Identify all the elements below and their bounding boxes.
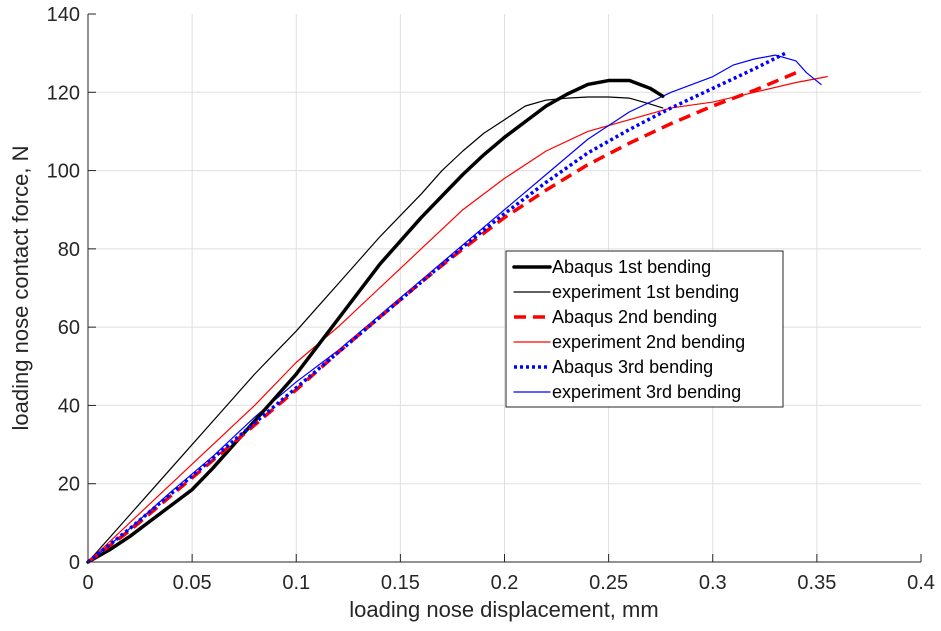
y-tick-label: 60	[58, 317, 80, 339]
legend-label: experiment 2nd bending	[552, 332, 745, 352]
x-tick-label: 0.15	[381, 572, 420, 594]
tick-labels: 0 0.05 0.1 0.15 0.2 0.25 0.3 0.35 0.4 0 20 40 60 80 10…	[47, 4, 935, 594]
series-line-2	[87, 96, 664, 563]
y-tick-label: 0	[69, 552, 80, 574]
series-line-5	[86, 51, 787, 564]
y-tick-label: 100	[47, 161, 80, 183]
legend-box	[505, 250, 784, 408]
x-tick-label: 0.3	[699, 572, 727, 594]
y-tick-label: 140	[47, 4, 80, 26]
y-tick-label: 80	[58, 239, 80, 261]
series-line-4	[87, 76, 828, 563]
x-axis-label: loading nose displacement, mm	[349, 597, 658, 622]
x-tick-label: 0.2	[491, 572, 519, 594]
grid	[88, 14, 921, 562]
x-tick-label: 0.05	[173, 572, 212, 594]
series-layer	[86, 51, 828, 564]
y-tick-label: 120	[47, 82, 80, 104]
y-axis-label: loading nose contact force, N	[8, 146, 33, 431]
series-line-1	[86, 78, 665, 564]
legend-label: Abaqus 2nd bending	[552, 307, 717, 327]
axes	[87, 13, 922, 563]
x-tick-label: 0.4	[907, 572, 935, 594]
x-tick-label: 0	[82, 572, 93, 594]
y-tick-label: 20	[58, 474, 80, 496]
x-tick-label: 0.35	[797, 572, 836, 594]
legend: Abaqus 1st bending experiment 1st bending…	[505, 250, 784, 408]
legend-label: experiment 1st bending	[552, 282, 739, 302]
series-line-6	[87, 54, 822, 563]
legend-label: experiment 3rd bending	[552, 382, 741, 402]
y-tick-label: 40	[58, 395, 80, 417]
legend-label: Abaqus 1st bending	[552, 257, 711, 277]
legend-label: Abaqus 3rd bending	[552, 357, 713, 377]
x-tick-label: 0.1	[282, 572, 310, 594]
x-tick-label: 0.25	[589, 572, 628, 594]
